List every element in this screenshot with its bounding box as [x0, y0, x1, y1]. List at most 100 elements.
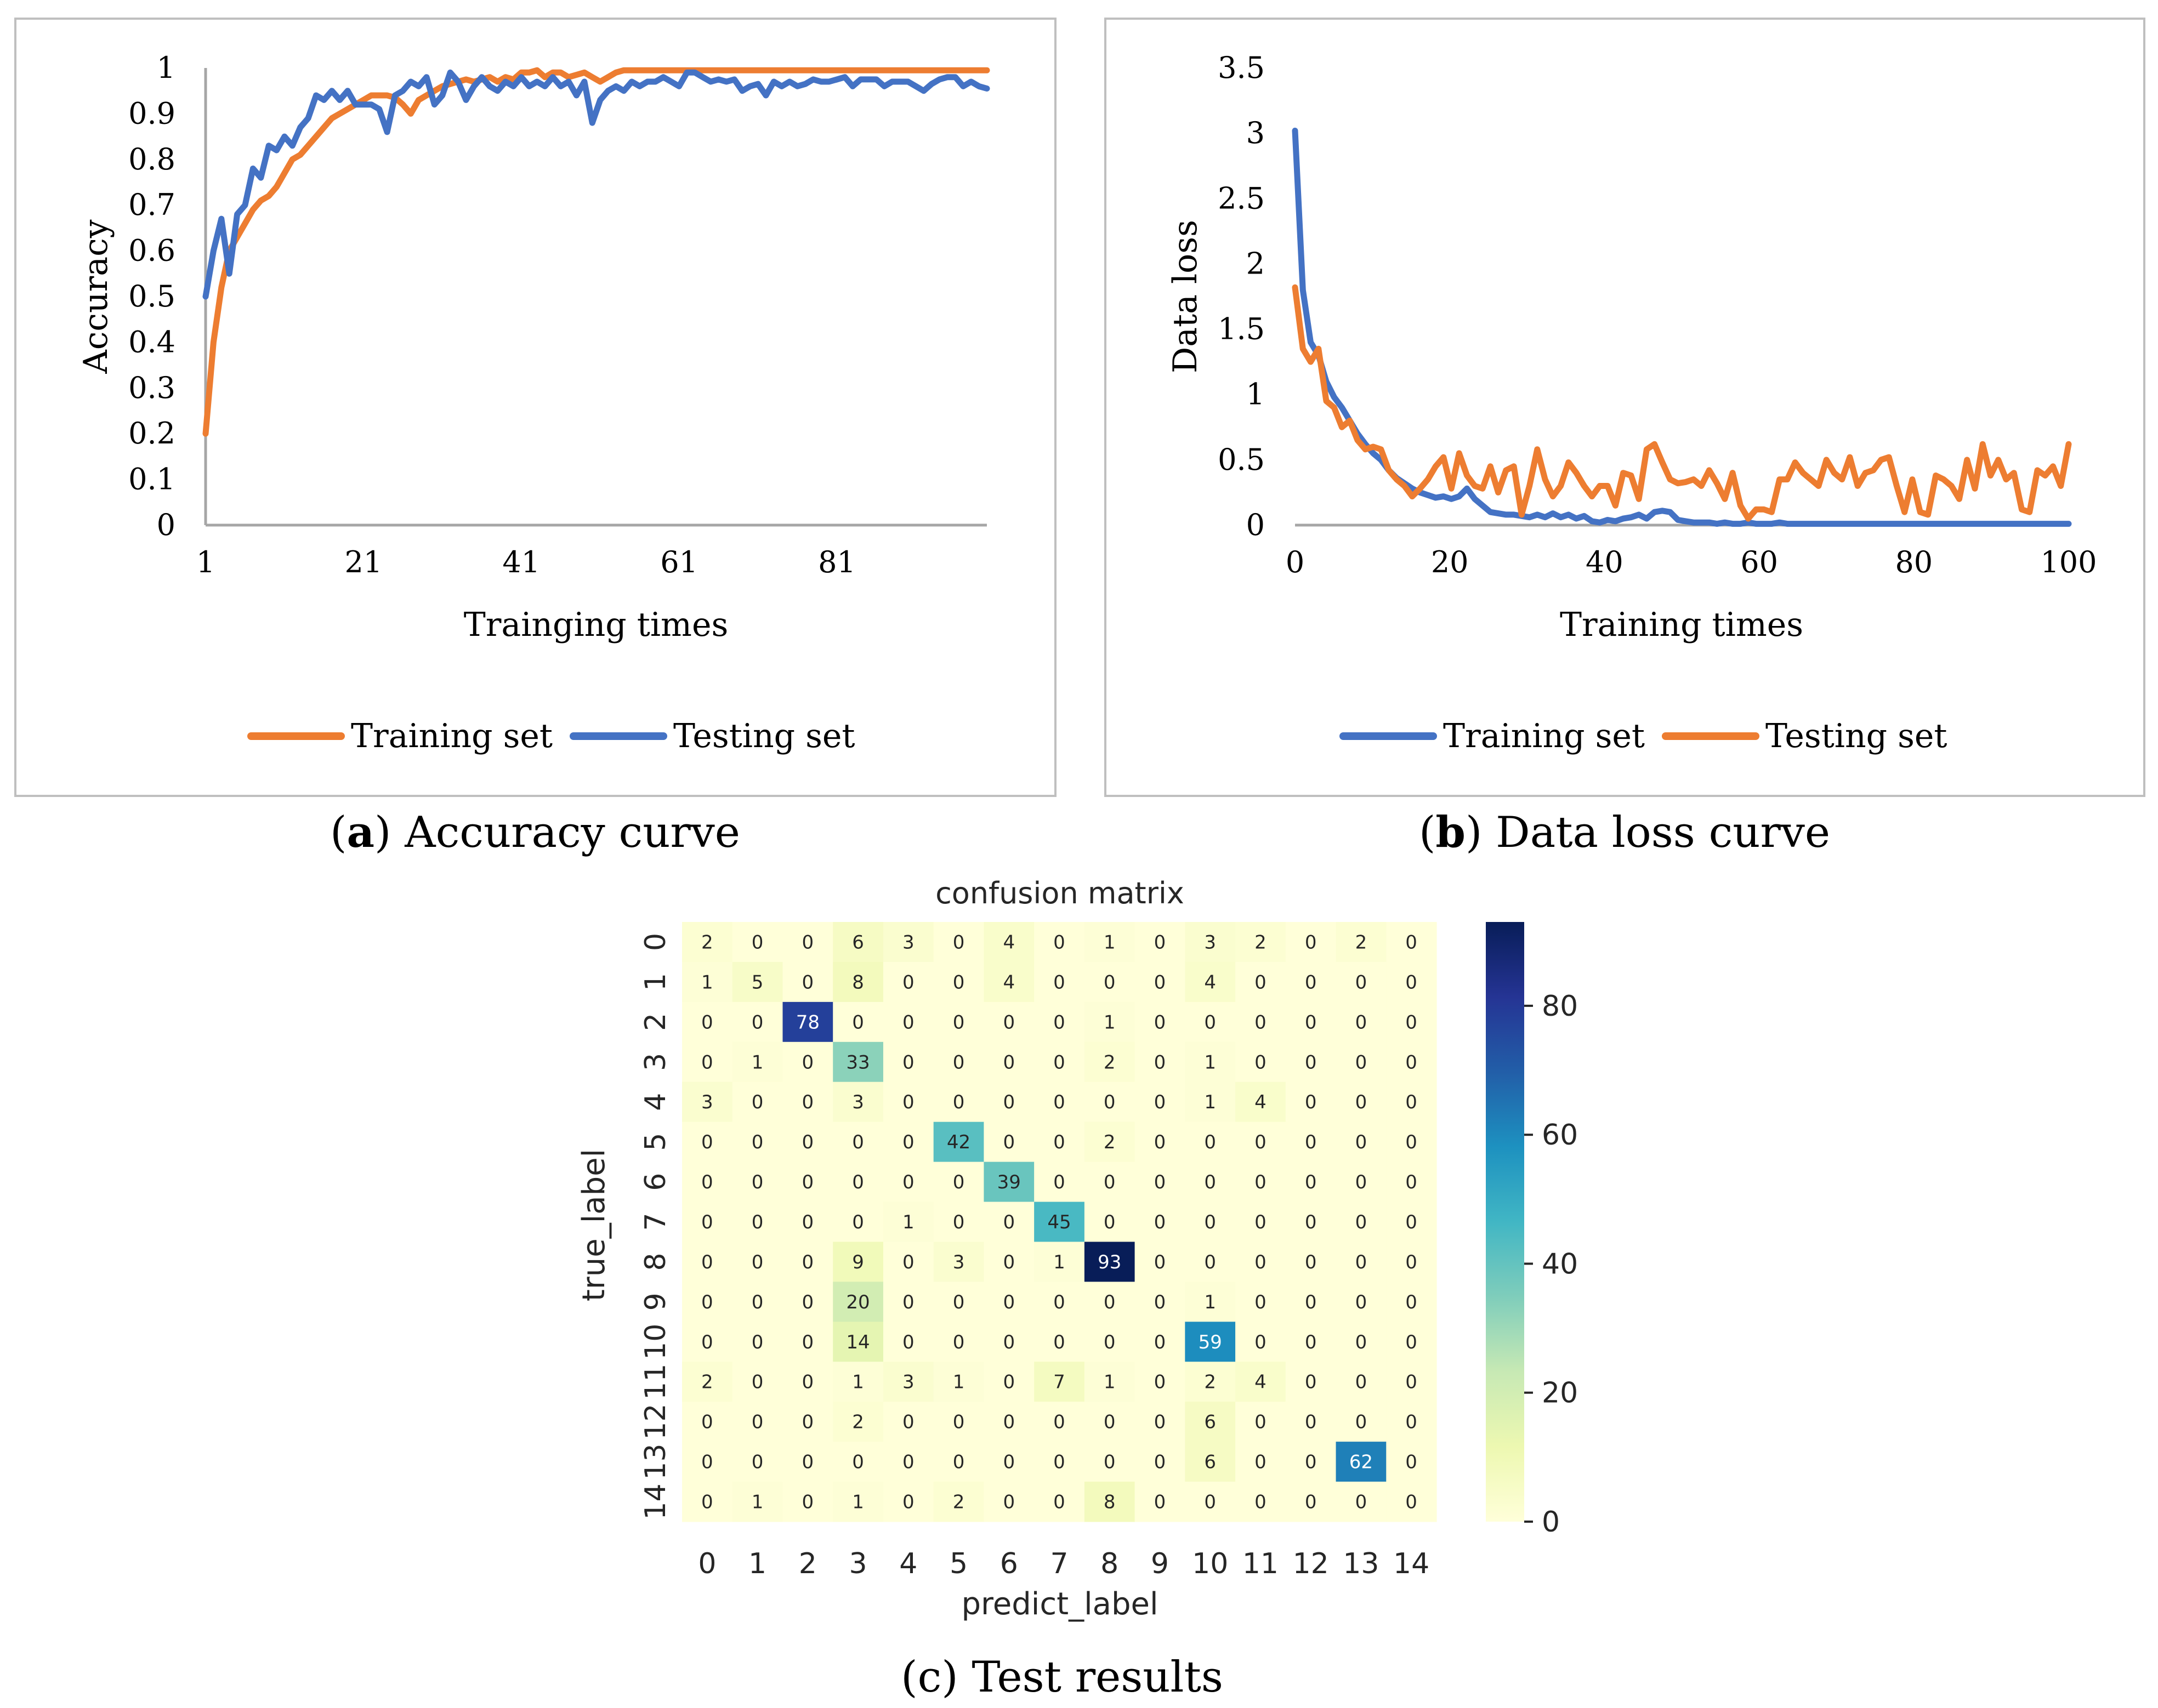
cell-value-7-9: 0	[1154, 1211, 1166, 1233]
heatmap-cell-3-14	[1386, 1041, 1437, 1083]
cell-value-2-13: 0	[1355, 1011, 1367, 1033]
panel-b-legend-label-training: Training set	[1443, 717, 1645, 755]
cell-value-8-3: 9	[852, 1251, 864, 1273]
cell-value-4-1: 0	[752, 1091, 764, 1113]
cell-value-4-12: 0	[1305, 1091, 1317, 1113]
cell-value-12-2: 0	[802, 1411, 814, 1433]
heatmap-cell-3-2	[782, 1041, 833, 1083]
heatmap-cell-9-7	[1034, 1282, 1085, 1322]
cell-value-8-0: 0	[701, 1251, 713, 1273]
cell-value-6-5: 0	[953, 1171, 965, 1193]
cell-value-13-5: 0	[953, 1451, 965, 1473]
y-tick-label-0.3: 0.3	[128, 371, 175, 405]
cell-value-4-10: 1	[1204, 1091, 1216, 1113]
heatmap-cell-1-8	[1084, 961, 1135, 1003]
cell-value-4-4: 0	[902, 1091, 915, 1113]
cell-value-1-1: 5	[752, 971, 764, 993]
heatmap-y-tick-7: 7	[639, 1212, 672, 1231]
heatmap-cell-7-10	[1185, 1202, 1236, 1243]
heatmap-cell-8-2	[782, 1242, 833, 1282]
panel-a-caption-letter: a	[347, 807, 374, 857]
cell-value-5-5: 42	[947, 1131, 970, 1153]
cell-value-13-8: 0	[1104, 1451, 1116, 1473]
heatmap-cell-7-2	[782, 1202, 833, 1243]
cell-value-10-11: 0	[1254, 1331, 1267, 1353]
heatmap-x-tick-12: 12	[1293, 1547, 1329, 1580]
heatmap-cell-13-8	[1084, 1442, 1135, 1482]
heatmap-cell-3-9	[1134, 1041, 1185, 1083]
panel-a-caption-text: Accuracy curve	[404, 808, 740, 857]
heatmap-cell-7-0	[682, 1202, 733, 1243]
cell-value-6-8: 0	[1104, 1171, 1116, 1193]
heatmap-cell-2-12	[1285, 1001, 1337, 1043]
heatmap-cell-0-3	[833, 922, 884, 963]
cell-value-4-5: 0	[953, 1091, 965, 1113]
heatmap-cell-8-5	[933, 1242, 984, 1282]
heatmap-cell-3-10	[1185, 1041, 1236, 1083]
heatmap-x-tick-7: 7	[1050, 1547, 1068, 1580]
panel-c-y-axis-label: true_label	[576, 1149, 612, 1301]
cell-value-9-12: 0	[1305, 1291, 1317, 1313]
cell-value-6-13: 0	[1355, 1171, 1367, 1193]
series-line-testing-set	[202, 69, 990, 300]
heatmap-cell-2-5	[933, 1001, 984, 1043]
cell-value-9-7: 0	[1053, 1291, 1065, 1313]
cell-value-9-10: 1	[1204, 1291, 1216, 1313]
heatmap-x-tick-10: 10	[1192, 1547, 1228, 1580]
panel-b-legend-label-testing: Testing set	[1765, 717, 1947, 755]
heatmap-cell-2-8	[1084, 1001, 1135, 1043]
heatmap-cell-14-10	[1185, 1482, 1236, 1522]
heatmap-cell-3-6	[984, 1041, 1035, 1083]
cell-value-13-7: 0	[1053, 1451, 1065, 1473]
heatmap-cell-2-11	[1235, 1001, 1286, 1043]
heatmap-cell-3-8	[1084, 1041, 1135, 1083]
cell-value-2-8: 1	[1104, 1011, 1116, 1033]
cell-value-6-12: 0	[1305, 1171, 1317, 1193]
heatmap-cell-4-4	[883, 1081, 934, 1123]
heatmap-cell-13-14	[1386, 1442, 1437, 1482]
heatmap-cell-4-1	[732, 1081, 783, 1123]
heatmap-cell-8-13	[1336, 1242, 1387, 1282]
cell-value-13-9: 0	[1154, 1451, 1166, 1473]
panel-b-caption-letter: b	[1435, 807, 1466, 857]
heatmap-y-tick-4: 4	[639, 1093, 672, 1111]
heatmap-cell-12-12	[1285, 1402, 1337, 1442]
heatmap-cell-13-3	[833, 1442, 884, 1482]
cell-value-7-3: 0	[852, 1211, 864, 1233]
heatmap-cell-11-1	[732, 1362, 783, 1402]
x-tick-label-81: 81	[818, 545, 856, 579]
heatmap-x-tick-5: 5	[950, 1547, 968, 1580]
cell-value-2-10: 0	[1204, 1011, 1216, 1033]
x-tick-label-60: 60	[1740, 545, 1778, 579]
heatmap-cell-6-13	[1336, 1162, 1387, 1203]
x-tick-label-80: 80	[1895, 545, 1933, 579]
heatmap-cell-10-6	[984, 1322, 1035, 1362]
series-line-testing-set	[1292, 284, 2072, 522]
panel-c-heatmap-cells	[682, 922, 1437, 1522]
heatmap-cell-13-1	[732, 1442, 783, 1482]
heatmap-cell-5-5	[933, 1121, 984, 1163]
heatmap-cell-4-8	[1084, 1081, 1135, 1123]
heatmap-cell-9-2	[782, 1282, 833, 1322]
cell-value-14-6: 0	[1003, 1491, 1015, 1513]
heatmap-cell-5-6	[984, 1121, 1035, 1163]
cell-value-10-2: 0	[802, 1331, 814, 1353]
y-tick-label-2.5: 2.5	[1218, 181, 1265, 215]
cell-value-2-0: 0	[701, 1011, 713, 1033]
cell-value-12-14: 0	[1405, 1411, 1417, 1433]
cell-value-6-11: 0	[1254, 1171, 1267, 1193]
heatmap-cell-6-11	[1235, 1162, 1286, 1203]
cell-value-1-3: 8	[852, 971, 864, 993]
panel-c-title: confusion matrix	[935, 876, 1184, 910]
heatmap-cell-7-5	[933, 1202, 984, 1243]
colorbar-tick-label-60: 60	[1542, 1119, 1578, 1152]
cell-value-9-13: 0	[1355, 1291, 1367, 1313]
heatmap-cell-12-0	[682, 1402, 733, 1442]
cell-value-11-2: 0	[802, 1371, 814, 1393]
cell-value-11-4: 3	[902, 1371, 915, 1393]
cell-value-10-10: 59	[1199, 1331, 1222, 1353]
cell-value-2-5: 0	[953, 1011, 965, 1033]
cell-value-3-5: 0	[953, 1051, 965, 1073]
y-tick-label-0.7: 0.7	[128, 187, 175, 222]
cell-value-4-8: 0	[1104, 1091, 1116, 1113]
